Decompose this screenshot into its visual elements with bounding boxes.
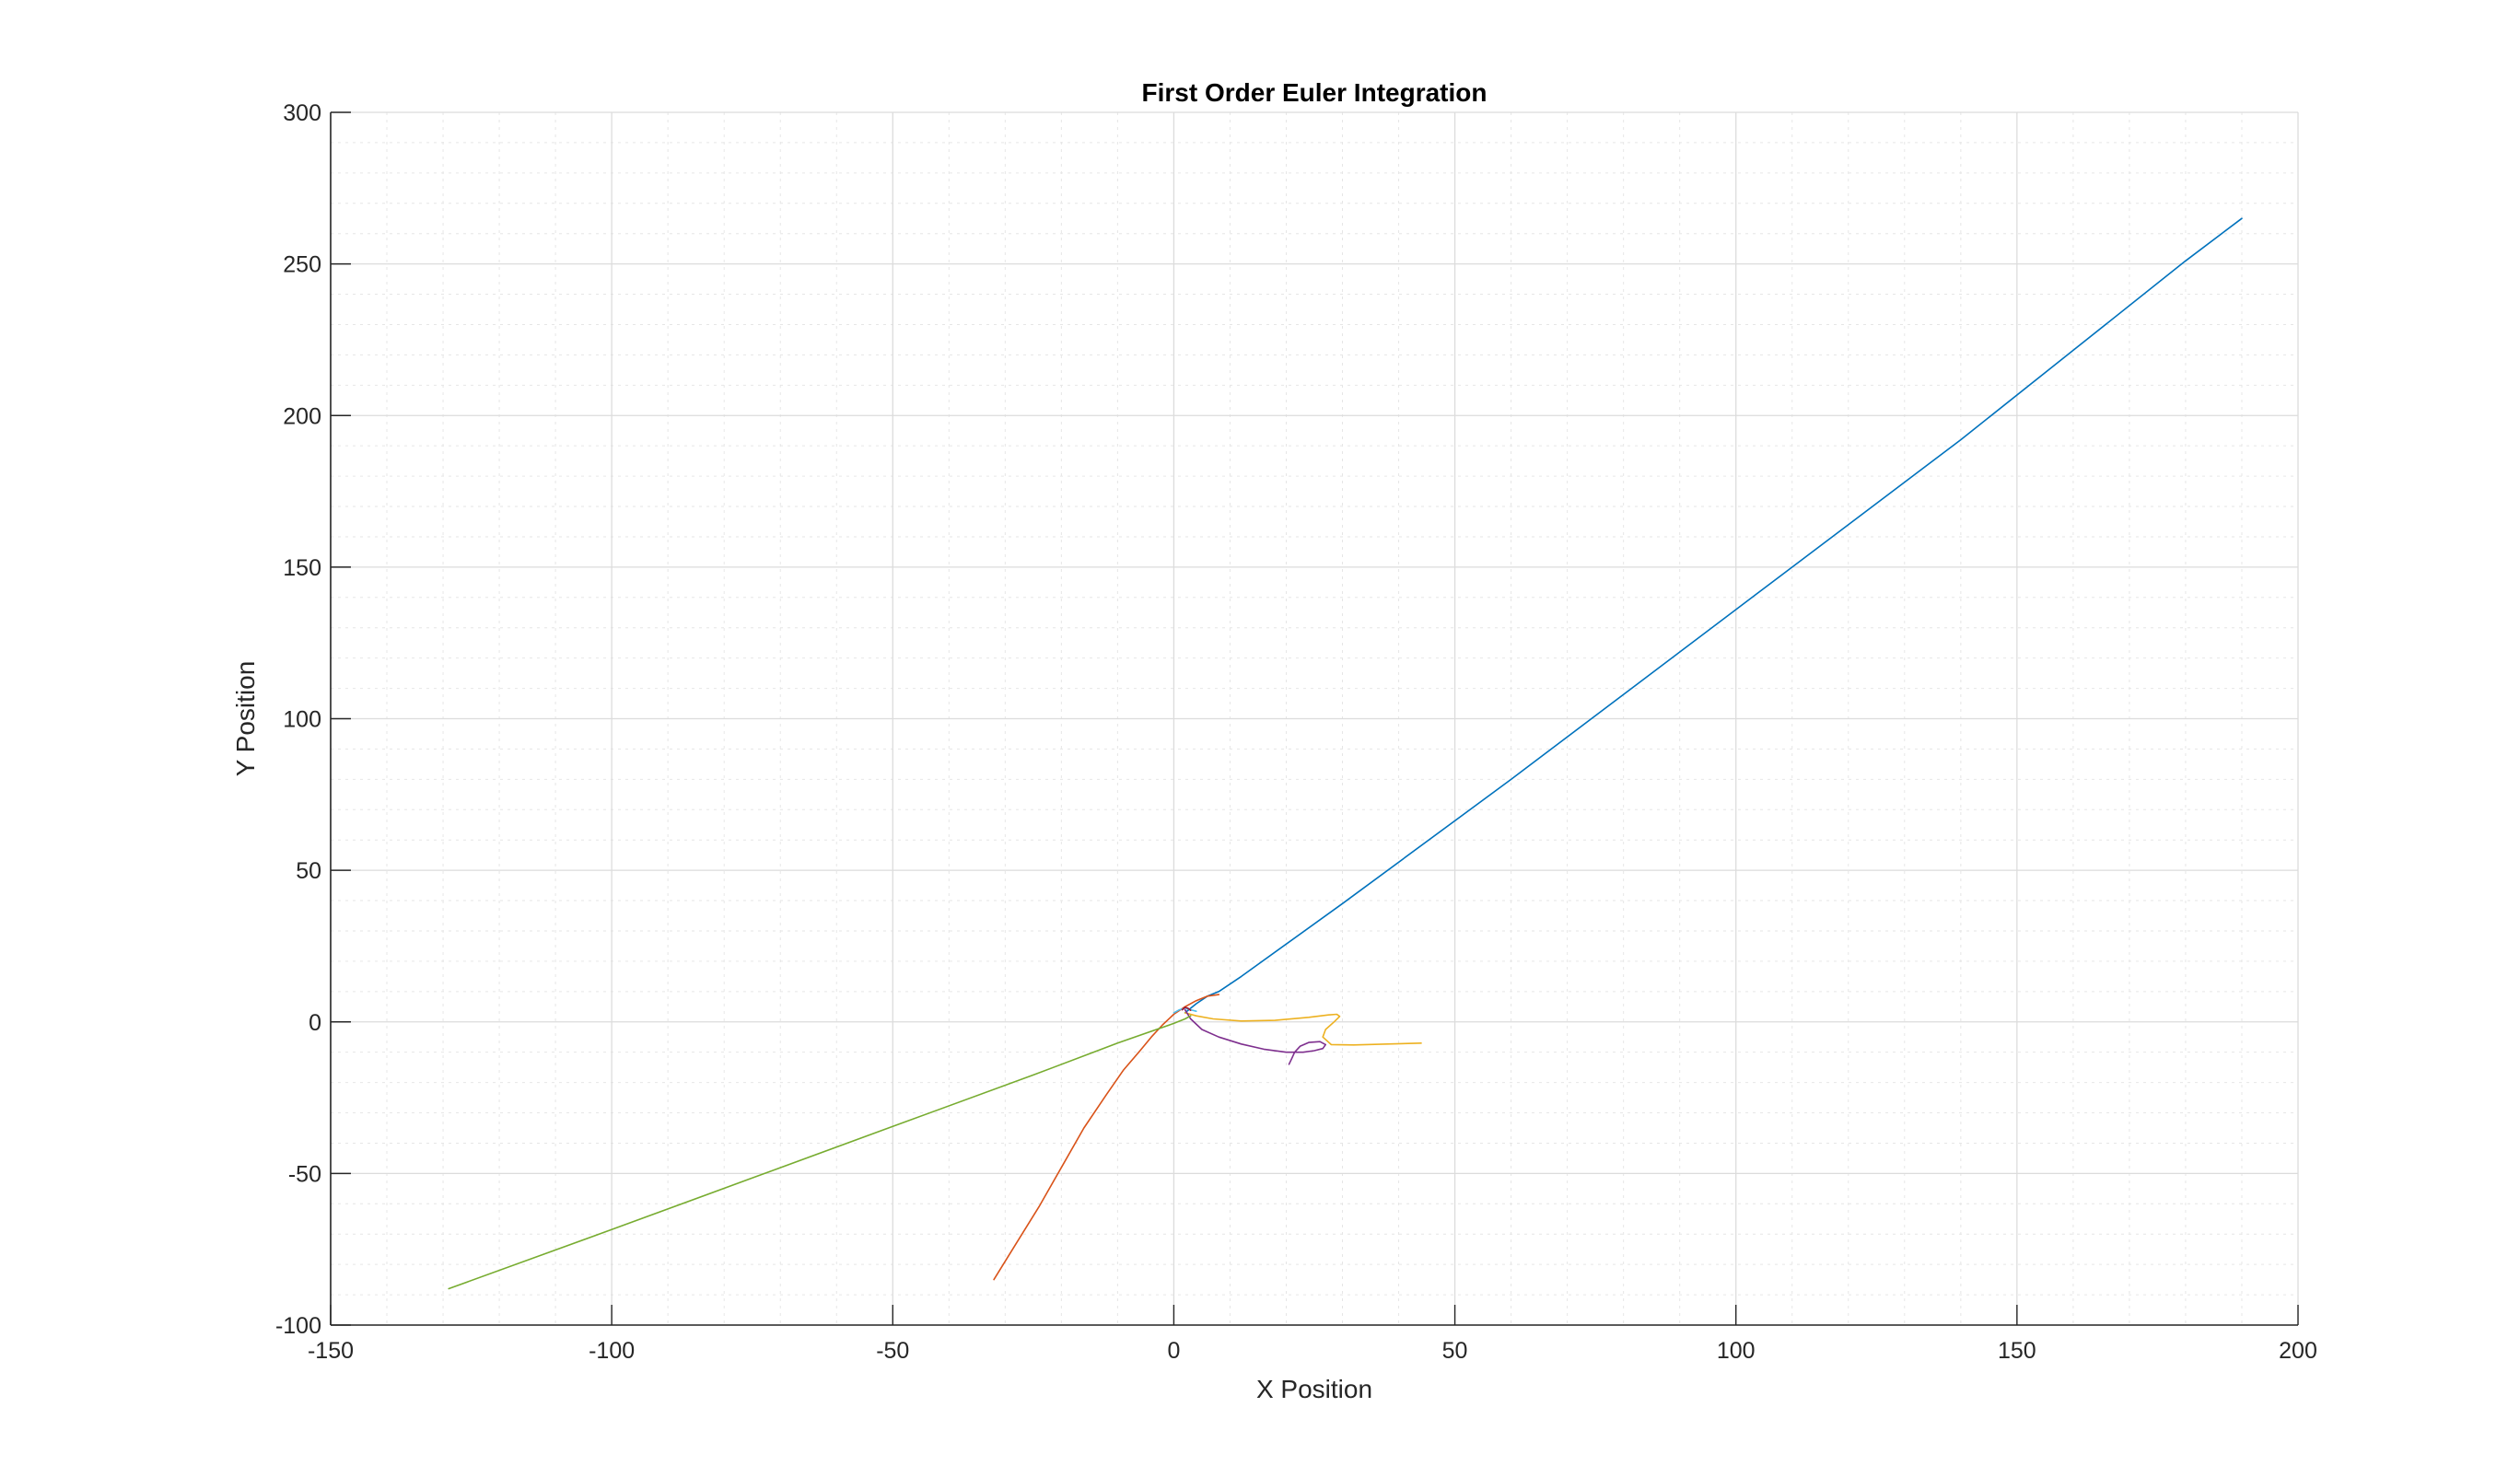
x-tick-label: 0 xyxy=(1167,1338,1180,1364)
series-line-7 xyxy=(1181,1006,1192,1011)
series-line-5 xyxy=(448,1015,1192,1290)
y-tick-label: 0 xyxy=(309,1010,321,1036)
x-tick-label: -50 xyxy=(876,1338,909,1364)
y-tick-label: 50 xyxy=(296,858,321,884)
y-tick-label: 150 xyxy=(283,555,321,581)
series-line-4 xyxy=(1184,1008,1326,1065)
y-tick-label: 200 xyxy=(283,403,321,429)
x-tick-label: 200 xyxy=(2279,1338,2317,1364)
x-tick-label: 100 xyxy=(1717,1338,1756,1364)
x-axis-label: X Position xyxy=(1256,1375,1372,1403)
axes xyxy=(330,111,2299,1326)
chart-title: First Order Euler Integration xyxy=(1142,78,1488,107)
x-tick-label: -150 xyxy=(308,1338,354,1364)
y-tick-label: 250 xyxy=(283,252,321,278)
y-tick-label: 100 xyxy=(283,707,321,733)
y-axis-label: Y Position xyxy=(231,661,260,777)
series-line-1 xyxy=(1184,217,2243,1014)
y-tick-label: -50 xyxy=(288,1161,321,1187)
y-tick-label: 300 xyxy=(283,100,321,126)
series-line-3 xyxy=(1184,1012,1422,1046)
x-tick-label: 150 xyxy=(1998,1338,2036,1364)
series-layer xyxy=(448,217,2243,1290)
x-tick-label: -100 xyxy=(589,1338,635,1364)
x-tick-label: 50 xyxy=(1442,1338,1468,1364)
y-tick-label: -100 xyxy=(275,1313,321,1339)
series-line-2 xyxy=(993,994,1220,1281)
tick-labels: -150 -100 -50 0 50 100 150 200-100-500501001502… xyxy=(275,100,2317,1364)
